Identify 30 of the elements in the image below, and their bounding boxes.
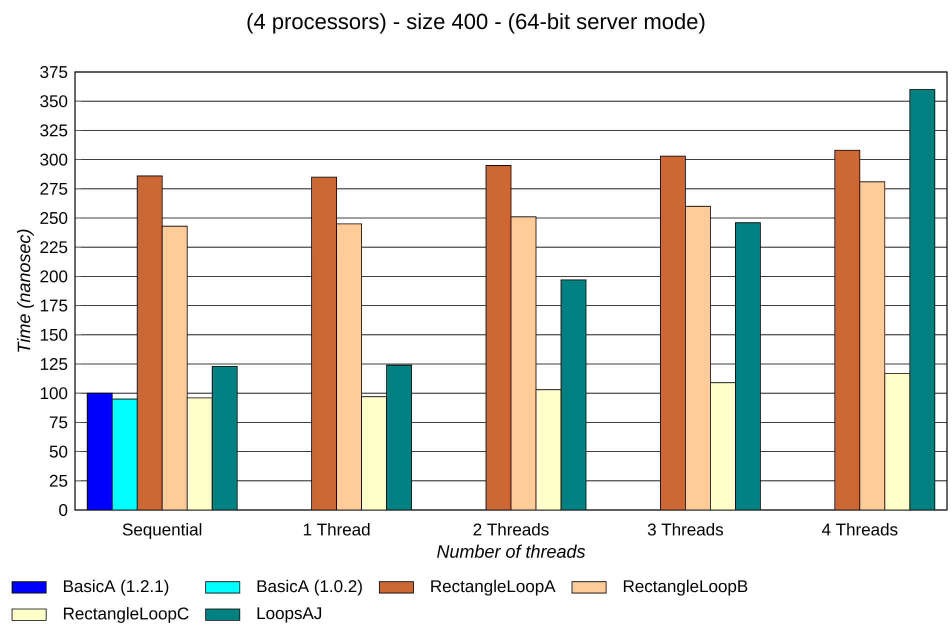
y-tick-label: 25: [50, 474, 68, 487]
legend-label: LoopsAJ: [258, 607, 322, 623]
y-tick-label: 200: [40, 270, 68, 282]
legend-label: RectangleLoopA: [431, 580, 556, 596]
y-tick-label: 250: [40, 212, 68, 224]
legend-label: RectangleLoopC: [64, 607, 189, 623]
legend-label: RectangleLoopB: [624, 580, 748, 596]
x-tick-label: Sequential: [122, 523, 202, 539]
y-tick-label: 350: [40, 95, 68, 108]
y-tick-label: 75: [50, 416, 68, 428]
y-tick-label: 375: [40, 66, 68, 78]
x-tick-label: 3 Threads: [648, 523, 724, 536]
y-axis-title: Time (nanosec): [17, 230, 34, 352]
chart-title: (4 processors) - size 400 - (64-bit server mode): [248, 13, 704, 34]
y-tick-label: 150: [40, 328, 68, 341]
y-tick-label: 125: [40, 358, 68, 370]
x-tick-label: 1 Thread: [304, 523, 370, 536]
y-tick-label: 175: [40, 300, 68, 312]
x-axis-title: Number of threads: [437, 544, 586, 558]
y-tick-label: 50: [50, 446, 68, 458]
y-tick-label: 300: [40, 154, 68, 166]
x-tick-label: 4 Threads: [822, 523, 898, 536]
legend-label: BasicA (1.0.2): [258, 580, 362, 596]
x-tick-label: 2 Threads: [474, 523, 549, 536]
legend-label: BasicA (1.2.1): [64, 580, 168, 596]
y-tick-label: 325: [40, 124, 68, 136]
y-tick-label: 0: [59, 504, 68, 516]
y-tick-label: 275: [40, 182, 68, 195]
y-tick-label: 225: [40, 241, 68, 254]
y-tick-label: 100: [40, 387, 68, 400]
